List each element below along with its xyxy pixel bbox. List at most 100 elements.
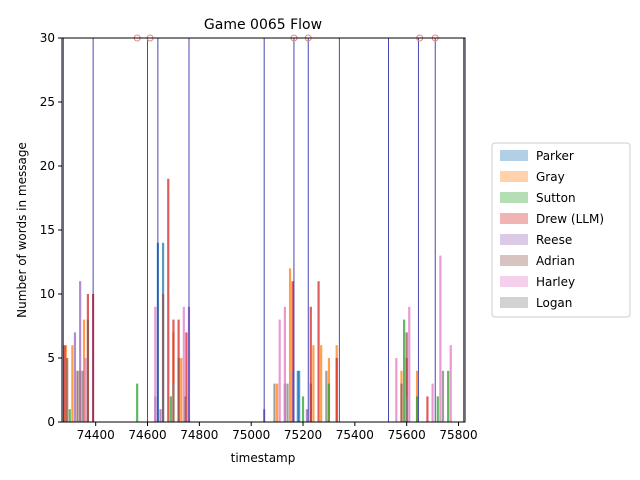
bar — [317, 281, 320, 422]
bar — [172, 319, 175, 422]
series-6 — [84, 255, 452, 422]
bar — [79, 281, 82, 422]
legend-label: Drew (LLM) — [536, 212, 604, 226]
bar — [426, 396, 429, 422]
bar — [312, 345, 315, 422]
bar — [447, 370, 450, 422]
series-7 — [81, 370, 445, 422]
legend-label: Gray — [536, 170, 565, 184]
bar — [298, 370, 301, 422]
bar — [291, 281, 294, 422]
y-tick-label: 25 — [40, 95, 55, 109]
x-tick-label: 75400 — [336, 428, 374, 442]
plot-area — [61, 34, 466, 423]
chart-title: Game 0065 Flow — [204, 17, 322, 33]
bar — [66, 358, 69, 422]
bar — [291, 370, 294, 422]
series-2 — [68, 319, 450, 422]
legend-label: Sutton — [536, 191, 576, 205]
bar — [169, 396, 172, 422]
y-tick-label: 20 — [40, 159, 55, 173]
legend-swatch — [500, 171, 528, 182]
bar — [76, 370, 79, 422]
y-axis-title: Number of words in message — [15, 142, 29, 318]
bar — [405, 332, 408, 422]
bar — [296, 370, 299, 422]
bar — [182, 306, 185, 422]
series-1 — [64, 268, 419, 422]
y-tick-label: 0 — [47, 415, 55, 429]
bar — [309, 306, 312, 422]
legend-label: Reese — [536, 233, 572, 247]
legend-label: Adrian — [536, 254, 575, 268]
bar — [400, 383, 403, 422]
bar — [154, 306, 157, 422]
legend-label: Parker — [536, 149, 574, 163]
legend-swatch — [500, 213, 528, 224]
bar — [441, 370, 445, 422]
bar — [84, 358, 87, 422]
bar — [64, 345, 67, 422]
legend-swatch — [500, 150, 528, 161]
bar — [436, 396, 439, 422]
bar — [159, 409, 162, 422]
legend-swatch — [500, 192, 528, 203]
bar — [335, 358, 338, 422]
bar — [273, 383, 276, 422]
bar — [136, 383, 139, 422]
bar — [180, 358, 183, 422]
x-tick-label: 74800 — [180, 428, 218, 442]
bar — [403, 319, 406, 422]
x-tick-label: 75600 — [388, 428, 426, 442]
bar — [325, 370, 328, 422]
bar — [71, 345, 74, 422]
bar — [63, 345, 66, 422]
bar — [449, 345, 452, 422]
bar — [395, 358, 398, 422]
series-3 — [63, 178, 429, 422]
y-tick-label: 15 — [40, 223, 55, 237]
series-5 — [66, 294, 408, 422]
x-tick-label: 74400 — [77, 428, 115, 442]
reference-lines — [62, 38, 465, 422]
bar — [68, 409, 71, 422]
x-tick-label: 75200 — [284, 428, 322, 442]
x-tick-label: 75000 — [232, 428, 270, 442]
bar — [320, 345, 323, 422]
x-axis: 74400 74600 74800 75000 75200 75400 75600 75800 — [77, 422, 478, 442]
bar — [276, 383, 279, 422]
y-tick-label: 30 — [40, 31, 55, 45]
legend-label: Harley — [536, 275, 575, 289]
series-0 — [156, 242, 312, 422]
legend-label: Logan — [536, 296, 572, 310]
bar — [81, 370, 84, 422]
bar — [301, 396, 305, 422]
bar — [177, 358, 180, 422]
bar — [73, 332, 77, 422]
bar — [184, 396, 187, 422]
bar — [286, 383, 289, 422]
x-tick-label: 75800 — [439, 428, 477, 442]
legend-swatch — [500, 276, 528, 287]
legend-swatch — [500, 297, 528, 308]
x-axis-title: timestamp — [231, 451, 296, 465]
bar — [86, 319, 90, 422]
y-tick-label: 10 — [40, 287, 55, 301]
bar — [278, 319, 281, 422]
bar — [327, 383, 331, 422]
bar — [288, 268, 292, 422]
bar — [283, 306, 286, 422]
bar — [415, 396, 419, 422]
y-tick-label: 5 — [47, 351, 55, 365]
bar — [185, 332, 188, 422]
y-axis: 0 5 10 15 20 25 30 — [40, 31, 62, 429]
x-tick-label: 74600 — [128, 428, 166, 442]
series-4 — [73, 281, 309, 422]
bar — [305, 409, 309, 422]
bar — [161, 294, 165, 422]
bar — [172, 383, 175, 422]
bar — [82, 319, 86, 422]
legend: Parker Gray Sutton Drew (LLM) Reese Adrian Har… — [491, 142, 631, 318]
legend-swatch — [500, 234, 528, 245]
